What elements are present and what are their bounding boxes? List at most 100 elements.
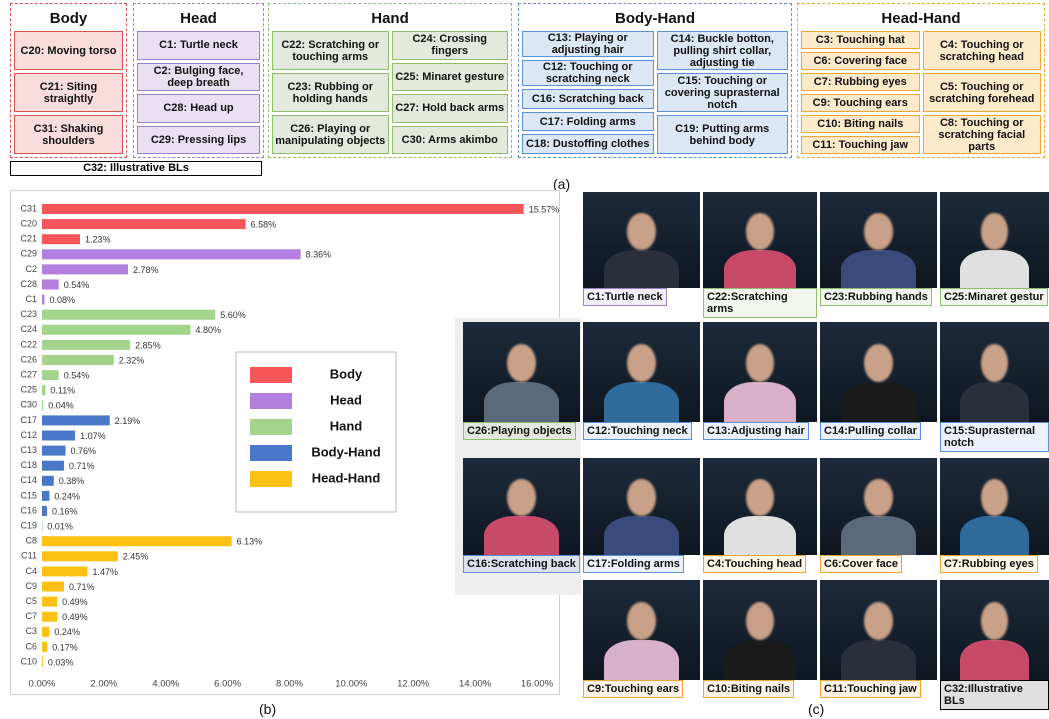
bar — [42, 475, 54, 486]
y-tick-label: C3 — [25, 626, 37, 636]
group-columns: C20: Moving torso C21: Siting straightly C… — [14, 31, 123, 154]
legend-label: Head-Hand — [312, 470, 381, 485]
legend-label: Body-Hand — [311, 444, 380, 459]
caption: C11:Touching jaw — [820, 680, 921, 698]
category-cell: C1: Turtle neck — [137, 31, 260, 60]
photo-torso — [959, 382, 1030, 422]
category-group: Hand C22: Scratching or touching arms C23:… — [268, 3, 512, 158]
category-cell: C2: Bulging face, deep breath — [137, 62, 260, 91]
bar — [42, 611, 58, 622]
y-tick-label: C21 — [20, 234, 37, 244]
value-label: 2.19% — [115, 416, 141, 426]
category-cell: C21: Siting straightly — [14, 73, 123, 112]
y-tick-label: C2 — [25, 264, 37, 274]
value-label: 0.01% — [47, 521, 73, 531]
group-column: C13: Playing or adjusting hair C12: Touch… — [522, 31, 654, 155]
bar — [42, 234, 81, 245]
bar — [42, 415, 110, 426]
x-tick-label: 0.00% — [29, 679, 56, 690]
photo — [463, 322, 580, 422]
y-tick-label: C4 — [25, 566, 37, 576]
photo-torso — [604, 516, 679, 555]
category-cell: C18: Dustoffing clothes — [522, 134, 654, 155]
category-cell: C26: Playing or manipulating objects — [272, 115, 389, 154]
value-label: 2.85% — [135, 340, 161, 350]
category-cell: C5: Touching or scratching forehead — [922, 73, 1041, 112]
category-cell: C19: Putting arms behind body — [656, 115, 788, 154]
y-tick-label: C7 — [25, 611, 37, 621]
value-label: 0.17% — [52, 642, 78, 652]
bar — [42, 551, 118, 562]
photo — [583, 322, 700, 422]
photo-torso — [841, 382, 916, 422]
value-label: 1.07% — [80, 431, 106, 441]
value-label: 1.47% — [92, 567, 118, 577]
bar — [42, 204, 524, 214]
photo-head — [746, 602, 774, 640]
group-column: C4: Touching or scratching head C5: Touch… — [922, 31, 1041, 154]
group-columns: C13: Playing or adjusting hair C12: Touch… — [522, 31, 788, 155]
legend-swatch — [250, 471, 292, 487]
y-tick-label: C9 — [25, 581, 37, 591]
bar — [42, 626, 50, 637]
photo — [820, 580, 937, 680]
caption: C17:Folding arms — [583, 555, 684, 573]
photo-torso — [604, 382, 679, 422]
bar — [42, 264, 129, 275]
group-columns: C3: Touching hat C6: Covering face C7: Rub… — [801, 31, 1041, 154]
photo — [703, 580, 817, 680]
photo — [703, 192, 817, 288]
y-tick-label: C26 — [20, 354, 37, 364]
photo-head — [746, 213, 774, 250]
y-tick-label: C29 — [20, 249, 37, 259]
legend-label: Head — [330, 392, 362, 407]
y-tick-label: C17 — [20, 415, 37, 425]
y-tick-label: C8 — [25, 536, 37, 546]
photo-head — [627, 213, 656, 250]
caption: C9:Touching ears — [583, 680, 684, 698]
group-column: C20: Moving torso C21: Siting straightly C… — [14, 31, 123, 154]
caption: C25:Minaret gestur — [940, 288, 1048, 306]
bar — [42, 506, 47, 516]
bar — [42, 249, 301, 260]
y-tick-label: C30 — [20, 400, 37, 410]
category-group: Head-Hand C3: Touching hat C6: Covering fa… — [797, 3, 1045, 158]
category-cell: C22: Scratching or touching arms — [272, 31, 389, 70]
photo-head — [627, 602, 656, 640]
value-label: 6.58% — [251, 219, 277, 229]
x-tick-label: 8.00% — [276, 679, 303, 690]
photo — [940, 458, 1049, 555]
value-label: 2.45% — [123, 552, 149, 562]
group-title: Head — [180, 10, 217, 27]
category-cell: C14: Buckle botton, pulling shirt collar… — [656, 31, 788, 70]
category-cell: C24: Crossing fingers — [391, 31, 508, 60]
y-tick-label: C22 — [20, 339, 37, 349]
y-tick-label: C24 — [20, 324, 37, 334]
category-cell: C7: Rubbing eyes — [801, 73, 920, 91]
caption: C1:Turtle neck — [583, 288, 667, 306]
caption: C10:Biting nails — [703, 680, 795, 698]
category-cell: C4: Touching or scratching head — [922, 31, 1041, 70]
category-group: Body-Hand C13: Playing or adjusting hair C… — [518, 3, 792, 158]
caption: C14:Pulling collar — [820, 422, 921, 440]
y-tick-label: C28 — [20, 279, 37, 289]
caption: C15:Suprasternal notch — [940, 422, 1049, 452]
photo-head — [981, 213, 1008, 250]
y-tick-label: C11 — [21, 551, 37, 561]
bar — [42, 581, 64, 592]
y-tick-label: C27 — [20, 369, 37, 379]
group-title: Head-Hand — [881, 10, 961, 27]
bar — [42, 445, 66, 456]
photo — [583, 458, 700, 555]
photo-torso — [959, 516, 1030, 555]
value-label: 0.49% — [62, 597, 88, 607]
photo-head — [864, 344, 893, 382]
y-tick-label: C18 — [20, 460, 37, 470]
value-label: 0.71% — [69, 582, 95, 592]
panel-label: (b) — [259, 701, 277, 717]
category-cell: C10: Biting nails — [801, 115, 920, 133]
photo-torso — [723, 382, 797, 422]
group-columns: C1: Turtle neck C2: Bulging face, deep br… — [137, 31, 260, 154]
photo-head — [746, 344, 774, 382]
y-tick-label: C13 — [20, 445, 37, 455]
